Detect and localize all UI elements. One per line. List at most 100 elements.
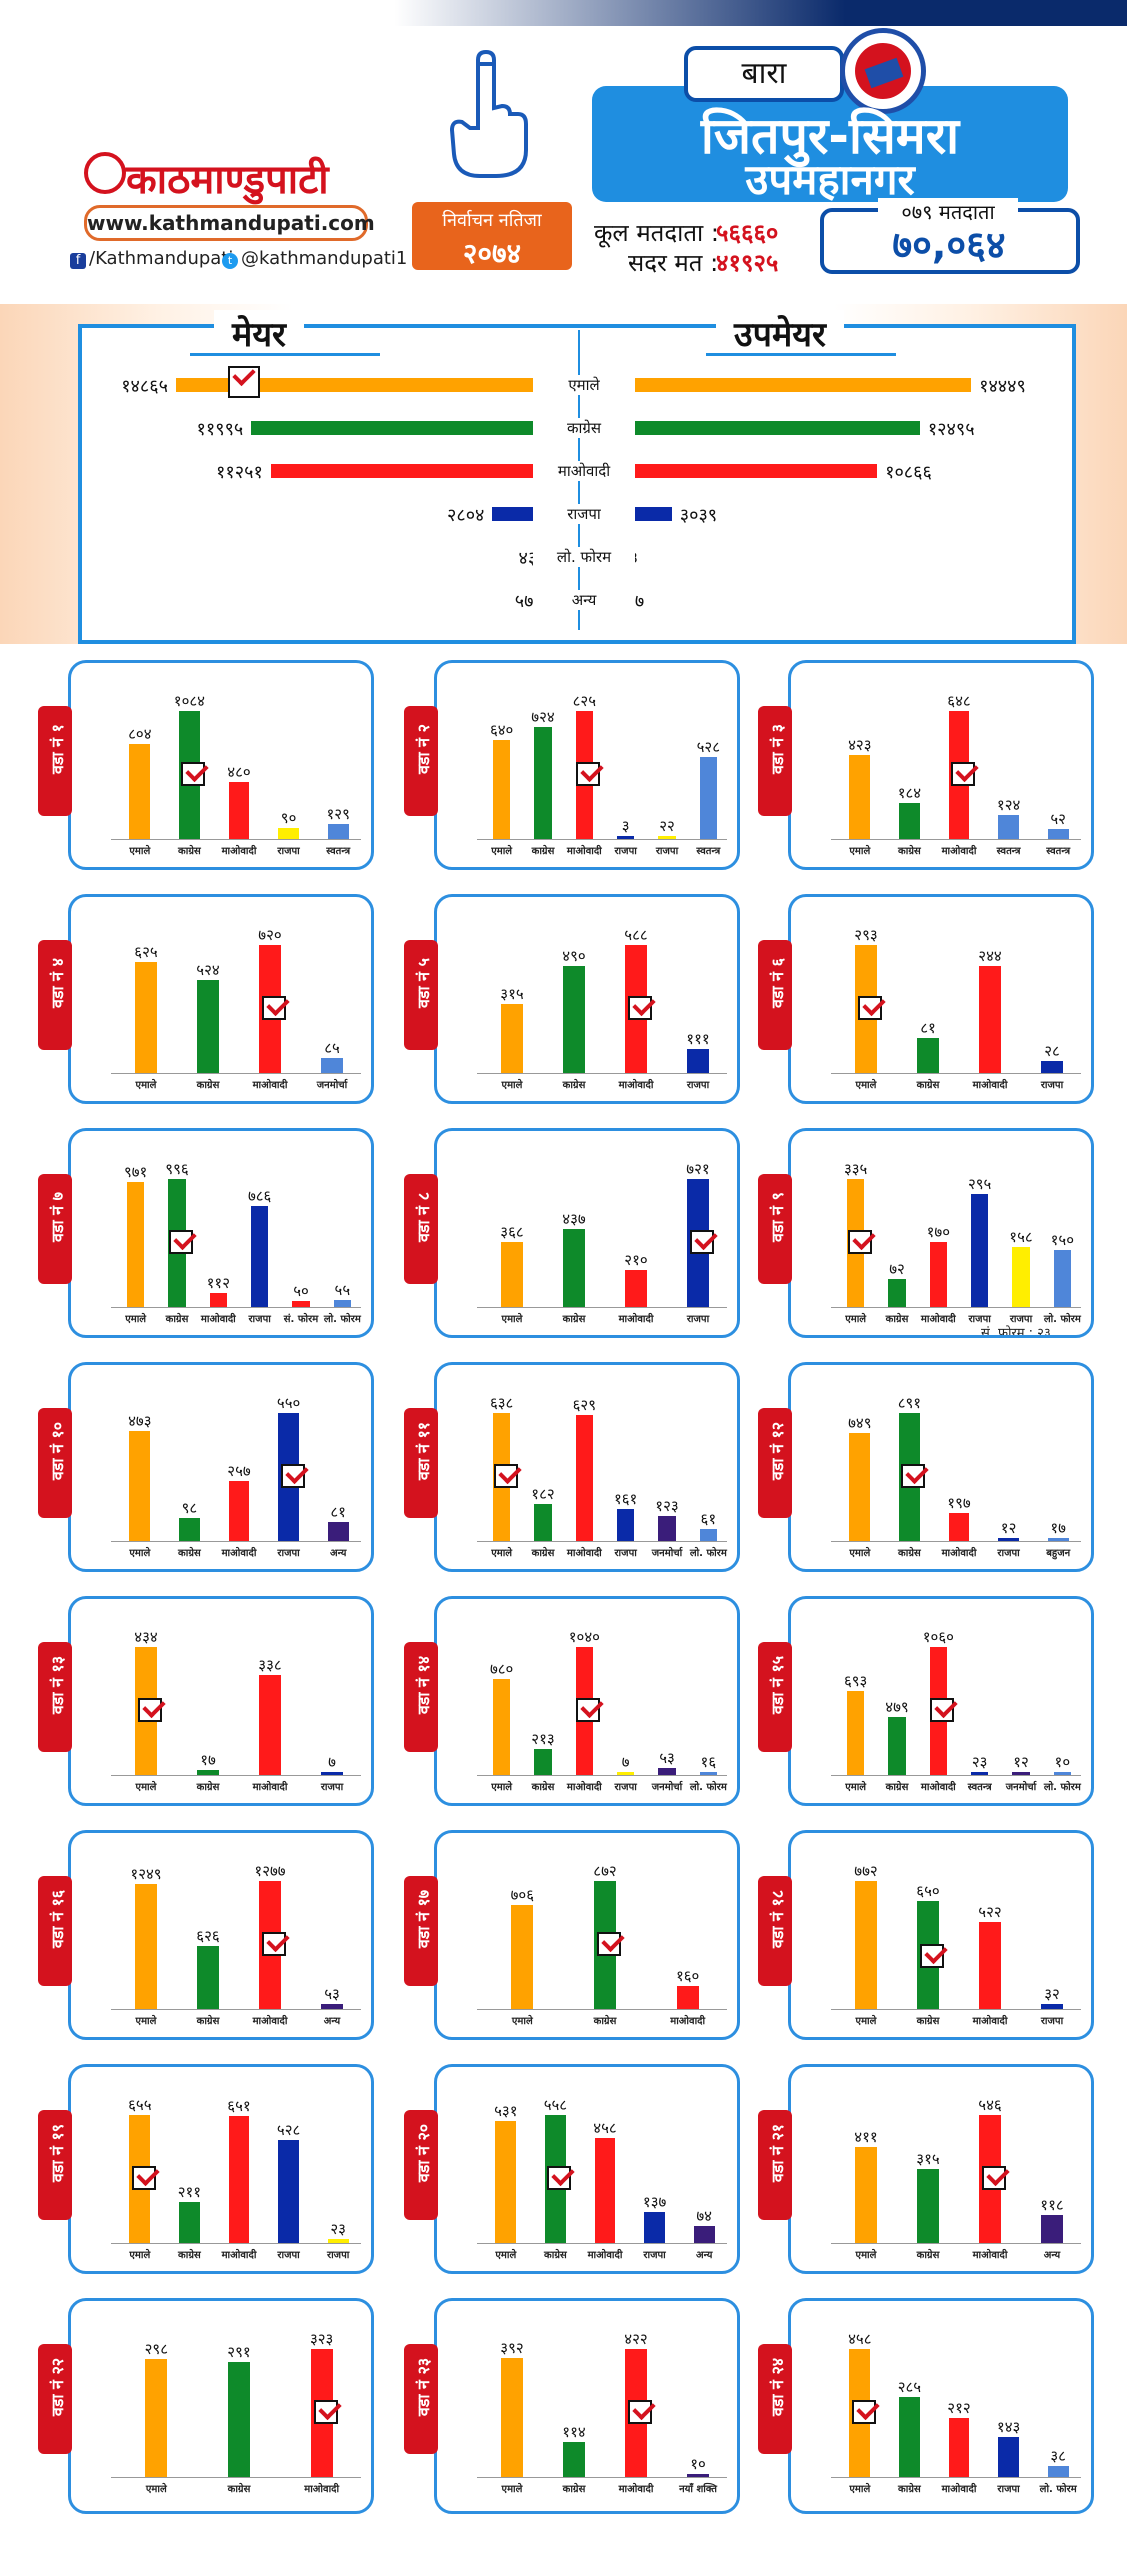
ward-bar-category-3: राजपा — [997, 2484, 1020, 2495]
ward-bar-2 — [575, 1414, 593, 1541]
ward-bar-category-1: काग्रेस — [531, 1782, 555, 1793]
ward-bar-value-2: २१० — [624, 1250, 648, 1269]
ward-bar-value-2: ६२९ — [572, 1395, 597, 1414]
ward-bar-3 — [1041, 2215, 1063, 2243]
ward-bar-value-5: १५० — [1050, 1230, 1075, 1249]
ward-label: वडा नं ६ — [768, 958, 787, 1008]
ward-bar-value-3: २९५ — [967, 1175, 992, 1194]
ward-label-tab: वडा नं ३ — [758, 706, 792, 816]
deputy-value-3: ३०३९ — [679, 505, 718, 526]
ward-bar-category-2: माओवादी — [972, 2250, 1008, 2261]
site-url[interactable]: www.kathmandupati.com — [84, 205, 375, 241]
ward-bar-4 — [327, 823, 349, 839]
ward-label-tab: वडा नं १४ — [404, 1642, 438, 1752]
winner-check-icon — [262, 996, 286, 1021]
ward-label-tab: वडा नं २ — [404, 706, 438, 816]
ward-bar-category-1: काग्रेस — [178, 846, 201, 857]
ward-bar-value-0: ३६८ — [500, 1222, 524, 1241]
ward-bar-category-1: काग्रेस — [916, 1080, 940, 1091]
ward-bar-category-3: राजपा — [1040, 2016, 1064, 2027]
ward-bar-value-2: ५२२ — [978, 1903, 1002, 1922]
ward-bar-value-3: ५३ — [324, 1984, 340, 2003]
ward-panel-13: ४३४ एमाले १७ काग्रेस ३३८ माओवादी ७ राजपा — [68, 1596, 374, 1806]
ward-bar-value-0: ७८० — [489, 1660, 514, 1678]
ward-baseline — [477, 2477, 727, 2478]
ward-bar-0 — [492, 739, 511, 839]
ward-panel-7: ९७१ एमाले ९९६ काग्रेस ११२ माओवादी ७८६ राजपा ५० सं… — [68, 1128, 374, 1338]
ward-bar-category-5: लो. फोरम — [1043, 1314, 1081, 1325]
ward-bar-category-0: एमाले — [845, 1782, 867, 1793]
ward-bar-category-3: जनमोर्चा — [316, 1080, 348, 1091]
ward-bar-value-2: १७० — [926, 1223, 951, 1242]
ward-bar-category-2: माओवादी — [566, 846, 602, 857]
ward-bar-value-0: ४११ — [854, 2127, 878, 2146]
ward-bar-category-2: माओवादी — [941, 846, 977, 857]
ward-bar-value-4: ५० — [293, 1281, 309, 1300]
twitter-handle[interactable]: t @kathmandupati1 — [222, 248, 407, 269]
ward-baseline — [831, 1541, 1081, 1542]
ward-label: वडा नं १८ — [768, 1889, 787, 1949]
ward-bar-category-0: एमाले — [129, 846, 151, 857]
ward-bar-category-1: काग्रेस — [562, 2484, 586, 2495]
ward-bar-3 — [687, 2473, 709, 2477]
ward-bar-0 — [129, 744, 151, 839]
ward-bar-category-1: काग्रेस — [531, 846, 555, 857]
ward-label-tab: वडा नं २२ — [38, 2344, 72, 2454]
ward-bar-0 — [135, 1883, 157, 2009]
ward-label: वडा नं ४ — [48, 958, 67, 1008]
ward-bar-value-2: ७२० — [258, 926, 282, 944]
ward-bar-category-0: एमाले — [501, 2484, 523, 2495]
ward-bar-category-0: एमाले — [135, 1080, 157, 1091]
ward-bar-value-1: १८२ — [531, 1485, 555, 1504]
ward-bar-2 — [948, 1512, 970, 1541]
ward-label-tab: वडा नं १९ — [38, 2110, 72, 2220]
ward-bar-value-1: ५२४ — [196, 960, 220, 979]
ward-bar-category-3: राजपा — [686, 1314, 710, 1325]
ward-panel-23: ३९२ एमाले ११४ काग्रेस ४२२ माओवादी १० नयाँ शक्ति — [434, 2298, 740, 2514]
facebook-handle[interactable]: f/Kathmandupati — [70, 248, 233, 269]
ward-bar-2 — [676, 1985, 699, 2009]
ward-bar-3 — [250, 1205, 269, 1307]
ward-bar-category-1: काग्रेस — [531, 1548, 555, 1559]
ward-label: वडा नं २३ — [414, 2357, 433, 2417]
ward-panel-2: ६४० एमाले ७२४ काग्रेस ८२५ माओवादी ३ राजपा २२ राजप… — [434, 660, 740, 870]
party-label-1: काग्रेस — [533, 418, 635, 438]
ward-bar-0 — [135, 961, 157, 1073]
district-label: बारा — [684, 46, 844, 102]
ward-bar-4 — [292, 1300, 310, 1307]
ward-note: सं. फोरम : २३ — [981, 1326, 1051, 1338]
ward-panel-15: ६९३ एमाले ४७९ काग्रेस १०६० माओवादी २३ स्वतन्त्र… — [788, 1596, 1094, 1806]
ward-bar-category-3: राजपा — [1040, 1080, 1064, 1091]
ward-bar-5 — [1053, 1249, 1071, 1307]
ward-bar-value-0: ६४० — [489, 720, 514, 739]
ward-label-tab: वडा नं २३ — [404, 2344, 438, 2454]
ward-bar-1 — [228, 2361, 250, 2477]
ward-label-tab: वडा नं ५ — [404, 940, 438, 1050]
ward-bar-1 — [178, 2201, 200, 2243]
ward-panel-6: २९३ एमाले ८१ काग्रेस २४४ माओवादी २८ राजपा — [788, 894, 1094, 1104]
ward-bar-2 — [979, 966, 1001, 1073]
ward-bar-category-0: एमाले — [501, 1080, 523, 1091]
ward-bar-value-5: ५५ — [334, 1280, 351, 1299]
ward-panel-20: ५३१ एमाले ५५८ काग्रेस ४५८ माओवादी १३७ राजपा ७४ अन… — [434, 2064, 740, 2274]
ward-bar-4 — [327, 2238, 349, 2243]
ward-bar-category-0: एमाले — [491, 846, 513, 857]
ward-bar-category-2: माओवादी — [221, 846, 257, 857]
ward-panel-8: ३६८ एमाले ४३७ काग्रेस २१० माओवादी ७२१ राजपा — [434, 1128, 740, 1338]
ward-bar-value-3: ७ — [328, 1753, 336, 1771]
ward-bar-category-2: माओवादी — [252, 1782, 288, 1793]
winner-check-icon — [576, 1698, 601, 1723]
ward-bar-value-3: १२४ — [996, 795, 1021, 814]
ward-bar-category-1: काग्रेस — [227, 2484, 251, 2495]
ward-bar-2 — [948, 2417, 970, 2477]
ward-bar-2 — [625, 1269, 647, 1307]
city-name-line1: जितपुर-सिमरा — [700, 107, 960, 165]
ward-bar-value-0: ९७१ — [123, 1163, 148, 1182]
ward-bar-value-2: १२७७ — [254, 1862, 286, 1880]
ward-bar-value-3: २८ — [1044, 1041, 1060, 1060]
ward-bar-value-3: १११ — [686, 1029, 710, 1048]
deputy-underline — [706, 353, 896, 356]
result-title: निर्वाचन नतिजा — [442, 210, 542, 231]
ward-bar-value-4: ५३ — [659, 1749, 675, 1768]
ward-label: वडा नं १२ — [768, 1421, 787, 1481]
